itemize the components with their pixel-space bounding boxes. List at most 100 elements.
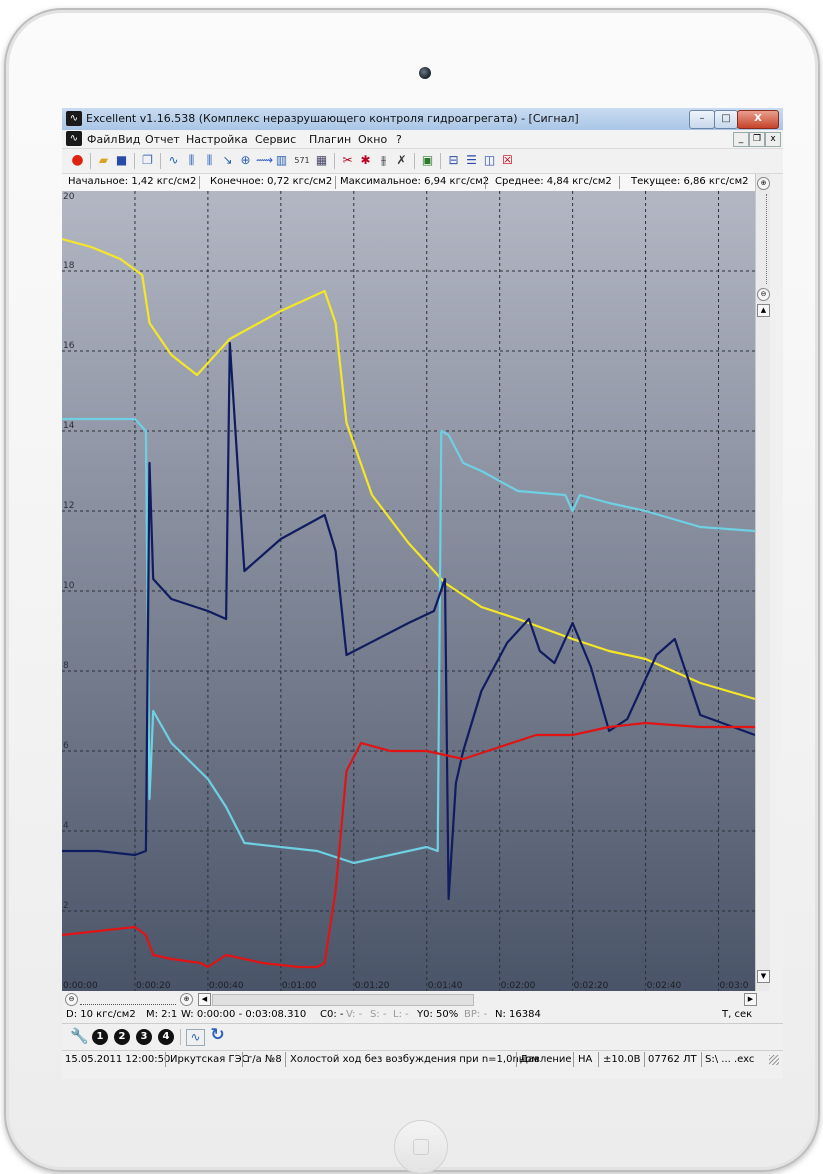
y-tick-label: 10 (63, 581, 75, 591)
y-tick-label: 4 (63, 821, 69, 831)
camera-icon (419, 67, 431, 79)
wrench-icon[interactable]: 🔧 (70, 1027, 89, 1045)
status-device: 07762 ЛТ (648, 1054, 697, 1065)
y-tick-label: 2 (63, 901, 69, 911)
zoom-minus-icon[interactable]: ⊖ (757, 288, 770, 301)
y-tick-label: 16 (63, 341, 75, 351)
scroll-right-icon[interactable]: ▶ (744, 993, 757, 1006)
refresh-icon[interactable]: ↻ (210, 1025, 225, 1045)
series-line-1 (62, 237, 755, 701)
series-line-3 (62, 341, 755, 901)
info-s: S: - (370, 1009, 387, 1020)
info-window: W: 0:00:00 - 0:03:08.310 (181, 1009, 307, 1020)
status-unit: г/а №8 (247, 1054, 282, 1065)
info-bp: BP: - (464, 1009, 488, 1020)
cursor-icon[interactable]: ✗ (396, 153, 407, 167)
copy-icon[interactable]: ❐ (142, 153, 153, 167)
info-v: V: - (346, 1009, 363, 1020)
amplitude-slider[interactable]: ⊕ ⊖ ▲ ▼ (755, 174, 771, 991)
mdi-minimize-button[interactable]: _ (733, 132, 749, 147)
markers-icon[interactable]: ⫵ (380, 153, 387, 167)
channel-3-button[interactable]: 3 (136, 1029, 152, 1045)
sine-icon[interactable]: ∿ (168, 153, 179, 167)
stat-max: Максимальное: 6,94 кгс/см2 (340, 176, 490, 187)
x-tick-label: 0:03:0 (720, 981, 749, 991)
x-tick-label: 0:01:40 (428, 981, 463, 991)
menu-settings[interactable]: Настройка (186, 133, 248, 146)
menu-help[interactable]: ? (396, 133, 402, 146)
menu-plugin[interactable]: Плагин (309, 133, 352, 146)
close-button[interactable]: X (737, 110, 779, 129)
x-tick-label: 0:01:00 (282, 981, 317, 991)
maximize-button[interactable]: □ (714, 110, 738, 129)
info-y0: Y0: 50% (417, 1009, 459, 1020)
info-l: L: - (393, 1009, 409, 1020)
x-tick-label: 0:02:20 (574, 981, 609, 991)
screen: ∿ Excellent v1.16.538 (Комплекс неразруш… (62, 108, 783, 1079)
title-bar: ∿ Excellent v1.16.538 (Комплекс неразруш… (62, 108, 783, 130)
split-vertical-icon[interactable]: ◫ (483, 153, 496, 167)
right-scroll-track[interactable] (770, 174, 783, 991)
status-datetime: 15.05.2011 12:00:50 (65, 1054, 171, 1065)
minimize-button[interactable]: – (689, 110, 715, 129)
stat-start: Начальное: 1,42 кгс/см2 (68, 176, 197, 187)
menu-report[interactable]: Отчет (145, 133, 180, 146)
y-tick-label: 8 (63, 661, 69, 671)
status-bar: 15.05.2011 12:00:50 Иркутская ГЭС г/а №8… (62, 1051, 783, 1069)
table-icon[interactable]: ▦ (315, 153, 328, 167)
channel-1-button[interactable]: 1 (92, 1029, 108, 1045)
channel-2-button[interactable]: 2 (114, 1029, 130, 1045)
x-tick-label: 0:02:40 (647, 981, 682, 991)
split-horizontal-icon[interactable]: ☰ (466, 153, 477, 167)
orbit-icon[interactable]: ⊕ (240, 153, 251, 167)
info-zoom: M: 2:1 (146, 1009, 178, 1020)
signal-chart[interactable]: 20 18 16 14 12 10 8 6 4 2 0:00:00 0:00:20 0:00:40 0:… (62, 191, 755, 991)
menu-bar: ∿ Файл Вид Отчет Настройка Сервис Плагин… (62, 130, 783, 149)
record-icon[interactable]: ● (71, 152, 84, 168)
scroll-down-icon[interactable]: ▼ (757, 970, 770, 983)
mdi-doc-icon[interactable]: ∿ (66, 131, 82, 146)
stats-bar: Начальное: 1,42 кгс/см2 Конечное: 0,72 к… (62, 174, 783, 192)
zoom-plus-icon[interactable]: ⊕ (757, 177, 770, 190)
menu-service[interactable]: Сервис (255, 133, 297, 146)
y-tick-label: 20 (63, 192, 75, 202)
channel-button-row: 🔧 1 2 3 4 ∿ ↻ (62, 1024, 783, 1051)
spectrum-fft-icon[interactable]: ⫼ (206, 153, 213, 167)
close-all-icon[interactable]: ☒ (502, 153, 513, 167)
channel-4-button[interactable]: 4 (158, 1029, 174, 1045)
stat-current: Текущее: 6,86 кгс/см2 (631, 176, 749, 187)
waveform-icon[interactable]: ⟿ (256, 153, 274, 167)
home-button[interactable] (394, 1120, 448, 1174)
status-mode: Холостой ход без возбуждения при n=1,0nн… (290, 1054, 539, 1065)
tools-icon[interactable]: ✂ (342, 153, 353, 167)
spectrum-icon[interactable]: ⫼ (188, 153, 195, 167)
time-zoom-minus-icon[interactable]: ⊖ (65, 993, 78, 1006)
time-zoom-slider[interactable] (80, 993, 176, 1005)
y-tick-label: 18 (63, 261, 75, 271)
tile-horizontal-icon[interactable]: ⊟ (448, 153, 459, 167)
histogram-icon[interactable]: ▥ (275, 153, 288, 167)
mdi-restore-button[interactable]: ❐ (749, 132, 765, 147)
menu-file[interactable]: Файл (87, 133, 118, 146)
menu-window[interactable]: Окно (358, 133, 388, 146)
x-tick-label: 0:00:00 (63, 981, 98, 991)
open-folder-icon[interactable]: ▰ (98, 153, 109, 167)
time-axis-unit: T, сек (722, 1009, 753, 1020)
mdi-close-button[interactable]: x (765, 132, 781, 147)
scroll-left-icon[interactable]: ◀ (198, 993, 211, 1006)
settings-gear-icon[interactable]: ✱ (360, 153, 371, 167)
window-title: Excellent v1.16.538 (Комплекс неразрушаю… (86, 112, 579, 125)
status-station: Иркутская ГЭС (170, 1054, 249, 1065)
time-zoom-plus-icon[interactable]: ⊕ (180, 993, 193, 1006)
device-icon[interactable]: ▣ (421, 153, 434, 167)
save-icon[interactable]: ■ (115, 153, 128, 167)
resize-grip[interactable] (769, 1055, 779, 1065)
scroll-up-icon[interactable]: ▲ (757, 304, 770, 317)
horizontal-scroll-thumb[interactable] (212, 994, 474, 1006)
counter-icon[interactable]: 571 (294, 156, 310, 165)
trend-icon[interactable]: ↘ (222, 153, 233, 167)
series-line-4 (62, 721, 755, 969)
stat-end: Конечное: 0,72 кгс/см2 (210, 176, 333, 187)
signal-view-icon[interactable]: ∿ (186, 1029, 205, 1046)
menu-view[interactable]: Вид (118, 133, 141, 146)
